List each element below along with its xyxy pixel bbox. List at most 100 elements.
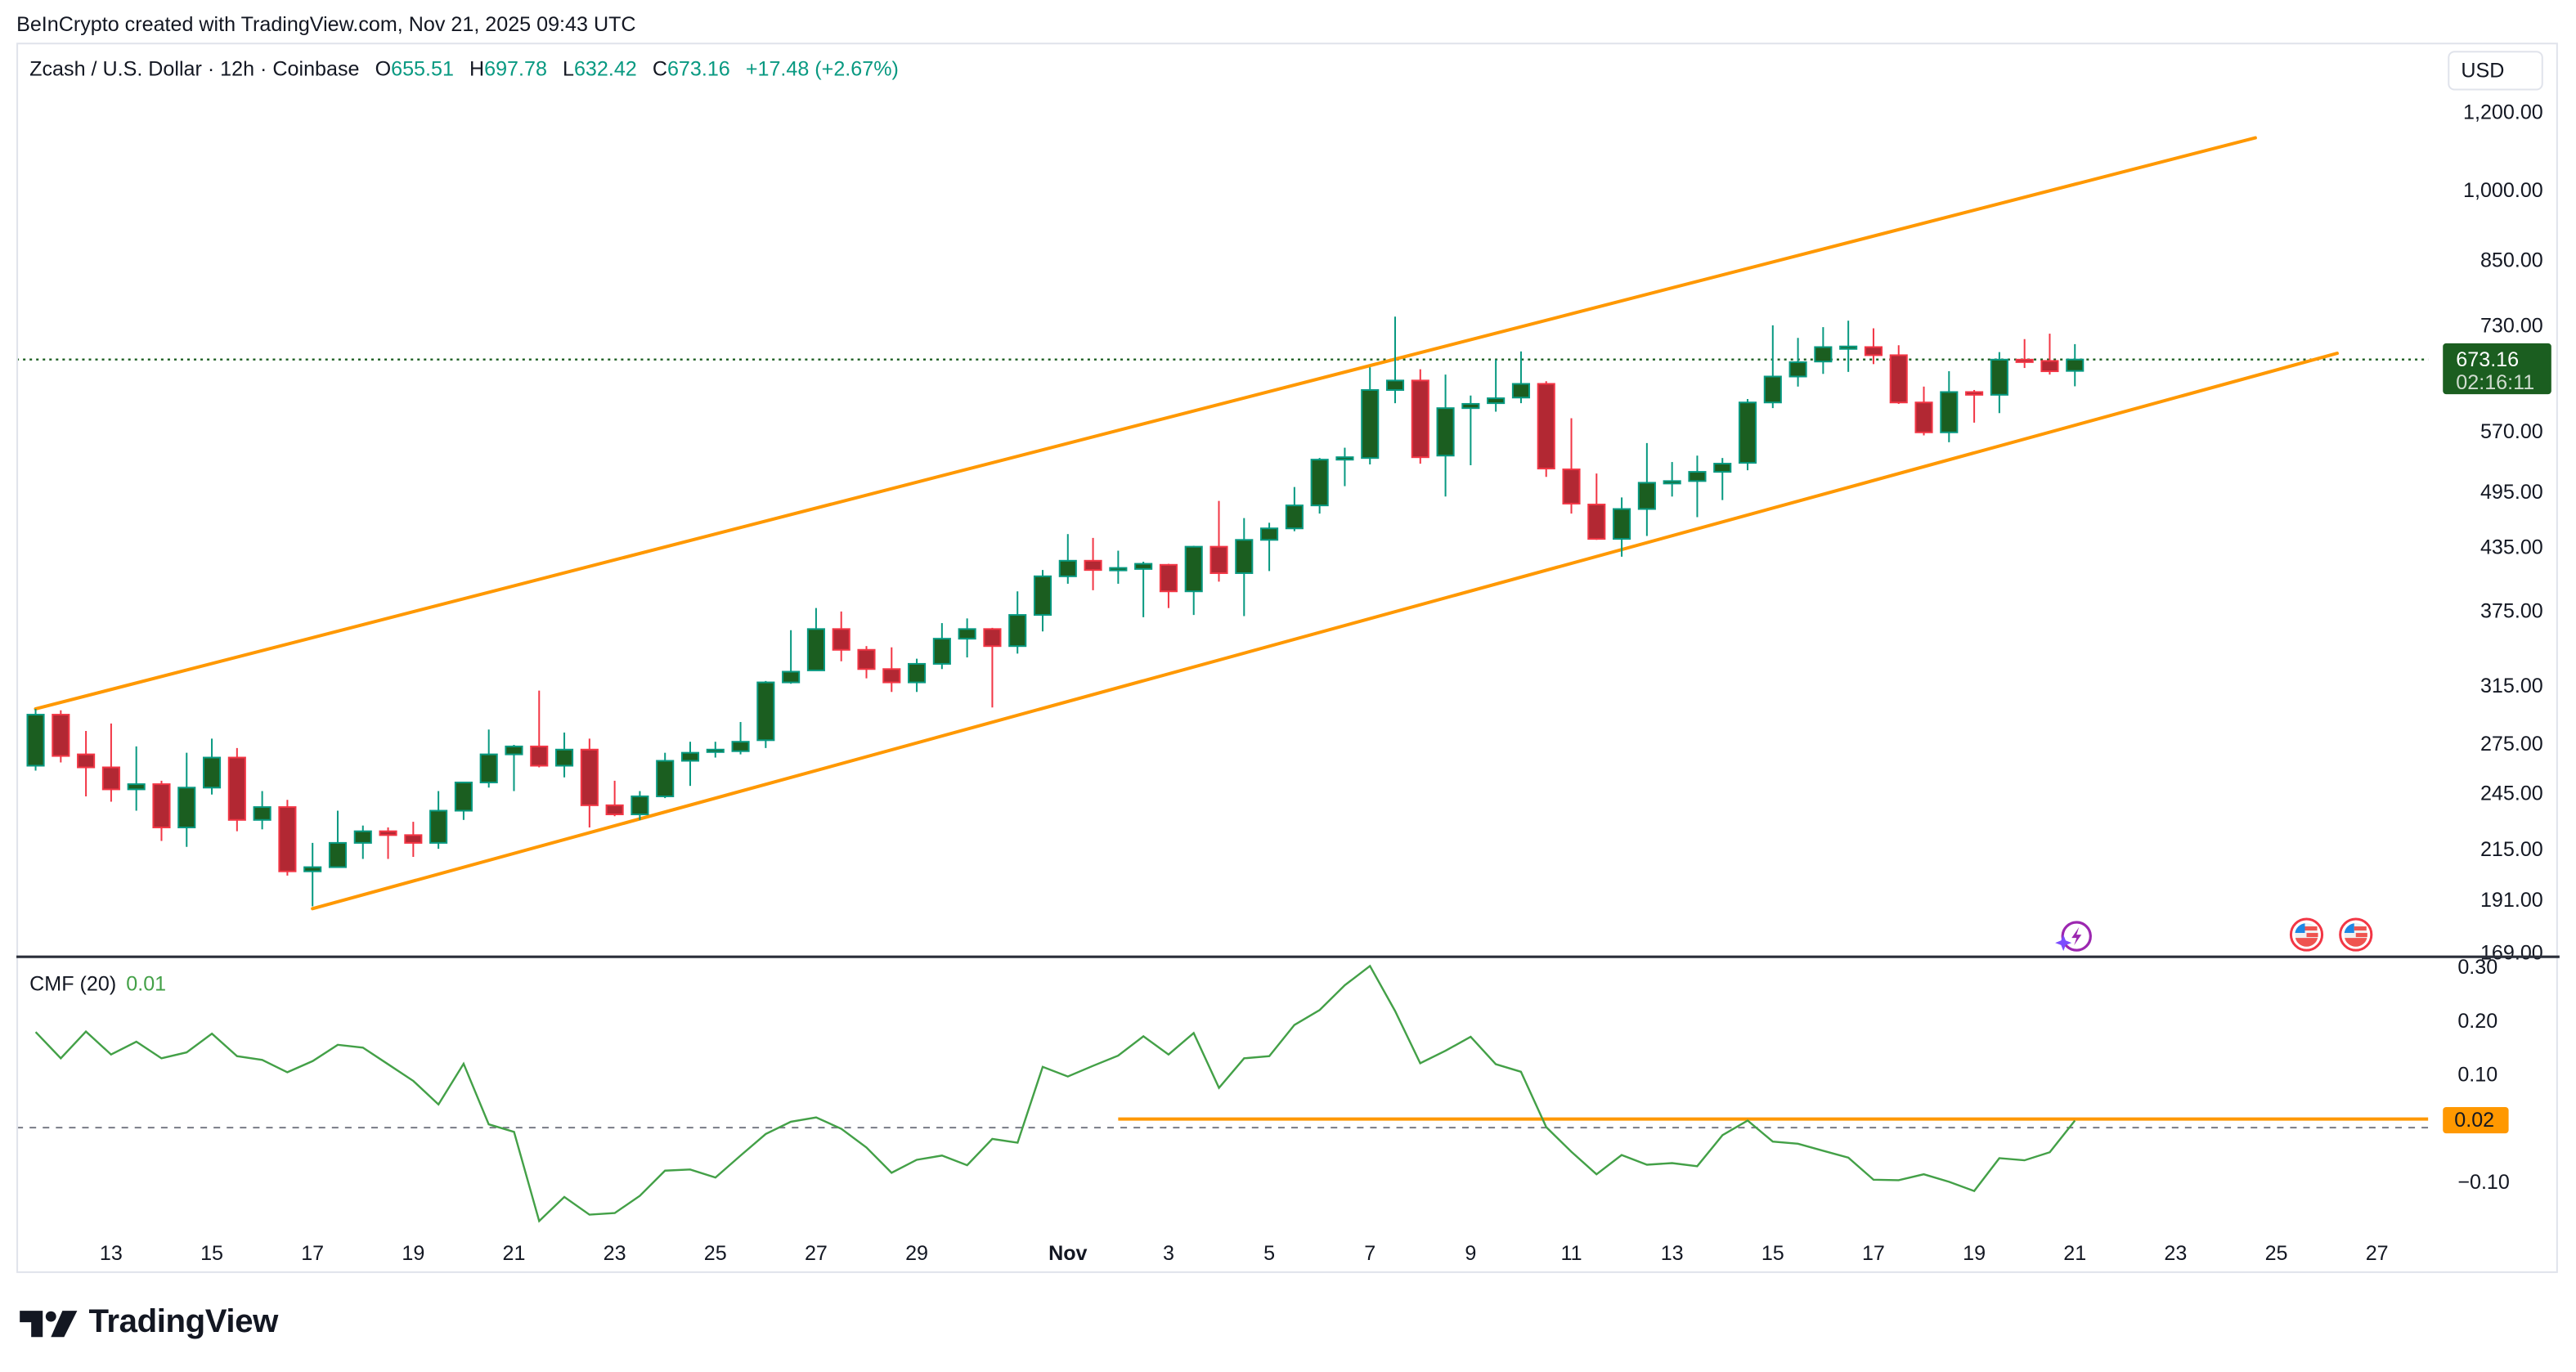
candle-body: [1385, 379, 1405, 391]
candle-body: [882, 668, 901, 684]
candle-down: [1537, 381, 1555, 478]
tradingview-logo[interactable]: TradingView: [20, 1304, 278, 1342]
candle-down: [1209, 500, 1228, 582]
candle-up: [1613, 497, 1631, 557]
time-tick-label: 29: [905, 1242, 928, 1265]
candle-body: [1587, 504, 1606, 540]
candle-body: [1613, 508, 1631, 540]
candle-body: [379, 830, 397, 836]
candle-body: [983, 628, 1002, 648]
candle-body: [706, 748, 725, 753]
time-tick-label: 19: [402, 1242, 424, 1265]
low-value: 632.42: [573, 57, 637, 81]
candle-up: [2066, 343, 2085, 387]
candle-up: [1713, 458, 1732, 500]
candle-down: [101, 723, 120, 802]
time-tick-label: 23: [2164, 1242, 2187, 1265]
us-flag-event-icon[interactable]: [2289, 917, 2324, 952]
candle-body: [152, 783, 171, 828]
price-tick-label: 435.00: [2480, 536, 2543, 559]
candle-body: [1839, 345, 1858, 350]
candle-up: [1637, 442, 1656, 536]
ai-lightning-event-icon[interactable]: [2055, 921, 2092, 952]
channel-trendline: [34, 136, 2257, 711]
time-tick-label: Nov: [1048, 1242, 1087, 1265]
price-tick-label: 169.00: [2480, 941, 2543, 964]
cmf-line: [34, 964, 2076, 1223]
time-tick-label: 19: [1963, 1242, 1986, 1265]
candle-body: [1335, 456, 1354, 461]
symbol-legend[interactable]: Zcash / U.S. Dollar · 12h · Coinbase O65…: [29, 57, 899, 80]
candle-up: [1134, 562, 1153, 617]
currency-button[interactable]: USD: [2448, 51, 2543, 91]
price-tick-label: 275.00: [2480, 733, 2543, 755]
time-tick-label: 15: [1761, 1242, 1784, 1265]
time-tick-label: 13: [100, 1242, 123, 1265]
candle-down: [1562, 418, 1581, 514]
candle-body: [631, 795, 649, 815]
price-tick-label: 375.00: [2480, 600, 2543, 623]
candle-down: [605, 780, 624, 817]
candle-down: [530, 690, 549, 768]
cmf-tick-label: −0.10: [2457, 1171, 2510, 1194]
bar-countdown: 02:16:11: [2456, 371, 2534, 394]
candle-down: [1914, 386, 1933, 436]
candle-body: [77, 753, 96, 769]
candle-up: [1260, 522, 1279, 572]
price-axis[interactable]: 1,200.00 1,000.00 850.00 730.00 570.00 495.00…: [2463, 101, 2543, 965]
candle-up: [908, 658, 927, 693]
cmf-tick-label: 0.20: [2457, 1010, 2497, 1033]
candle-body: [1562, 469, 1581, 504]
candle-up: [303, 842, 322, 907]
open-label: O: [375, 57, 392, 81]
candle-body: [26, 714, 45, 767]
candle-down: [1159, 563, 1178, 608]
cmf-pane[interactable]: [16, 964, 2443, 1223]
attribution-text: BeInCrypto created with TradingView.com,…: [16, 13, 636, 37]
candle-body: [1511, 383, 1530, 399]
candle-up: [656, 752, 675, 799]
candle-down: [832, 611, 850, 661]
price-pane[interactable]: [16, 136, 2443, 911]
candle-down: [1864, 328, 1883, 365]
candle-body: [227, 756, 246, 821]
low-label: L: [562, 57, 574, 81]
candle-body: [1461, 402, 1480, 410]
close-label: C: [652, 57, 667, 81]
time-tick-label: 7: [1364, 1242, 1376, 1265]
candle-body: [303, 866, 322, 872]
price-tick-label: 495.00: [2480, 481, 2543, 504]
candle-body: [1033, 575, 1052, 617]
candle-down: [404, 822, 423, 857]
candle-body: [580, 748, 599, 806]
candle-up: [731, 722, 750, 755]
candle-up: [454, 781, 473, 820]
price-tick-label: 850.00: [2480, 249, 2543, 271]
cmf-title: CMF (20): [29, 972, 117, 996]
candle-up: [806, 608, 825, 671]
candle-down: [1965, 389, 1984, 423]
time-tick-label: 17: [301, 1242, 324, 1265]
price-tick-label: 1,200.00: [2463, 101, 2543, 124]
us-flag-event-icon[interactable]: [2339, 917, 2373, 952]
candle-up: [1940, 371, 1959, 442]
candle-body: [1637, 482, 1656, 510]
time-tick-label: 9: [1465, 1242, 1476, 1265]
time-axis[interactable]: 13 15 17 19 21 23 25 27 29 Nov 3 5 7 9 11 13 15 17 19 21 23 2…: [100, 1242, 2389, 1265]
candle-body: [1209, 545, 1228, 574]
candle-up: [1436, 374, 1455, 497]
candle-down: [1411, 369, 1429, 464]
candle-up: [1008, 591, 1027, 654]
cmf-legend[interactable]: CMF (20) 0.01: [29, 972, 166, 995]
time-tick-label: 27: [2366, 1242, 2389, 1265]
candle-up: [1361, 367, 1380, 465]
candle-down: [882, 647, 901, 693]
candle-body: [605, 804, 624, 815]
candle-up: [1990, 352, 2008, 414]
candle-up: [1814, 327, 1833, 374]
candle-body: [253, 806, 272, 821]
close-value: 673.16: [666, 57, 730, 81]
candle-body: [2040, 360, 2059, 373]
